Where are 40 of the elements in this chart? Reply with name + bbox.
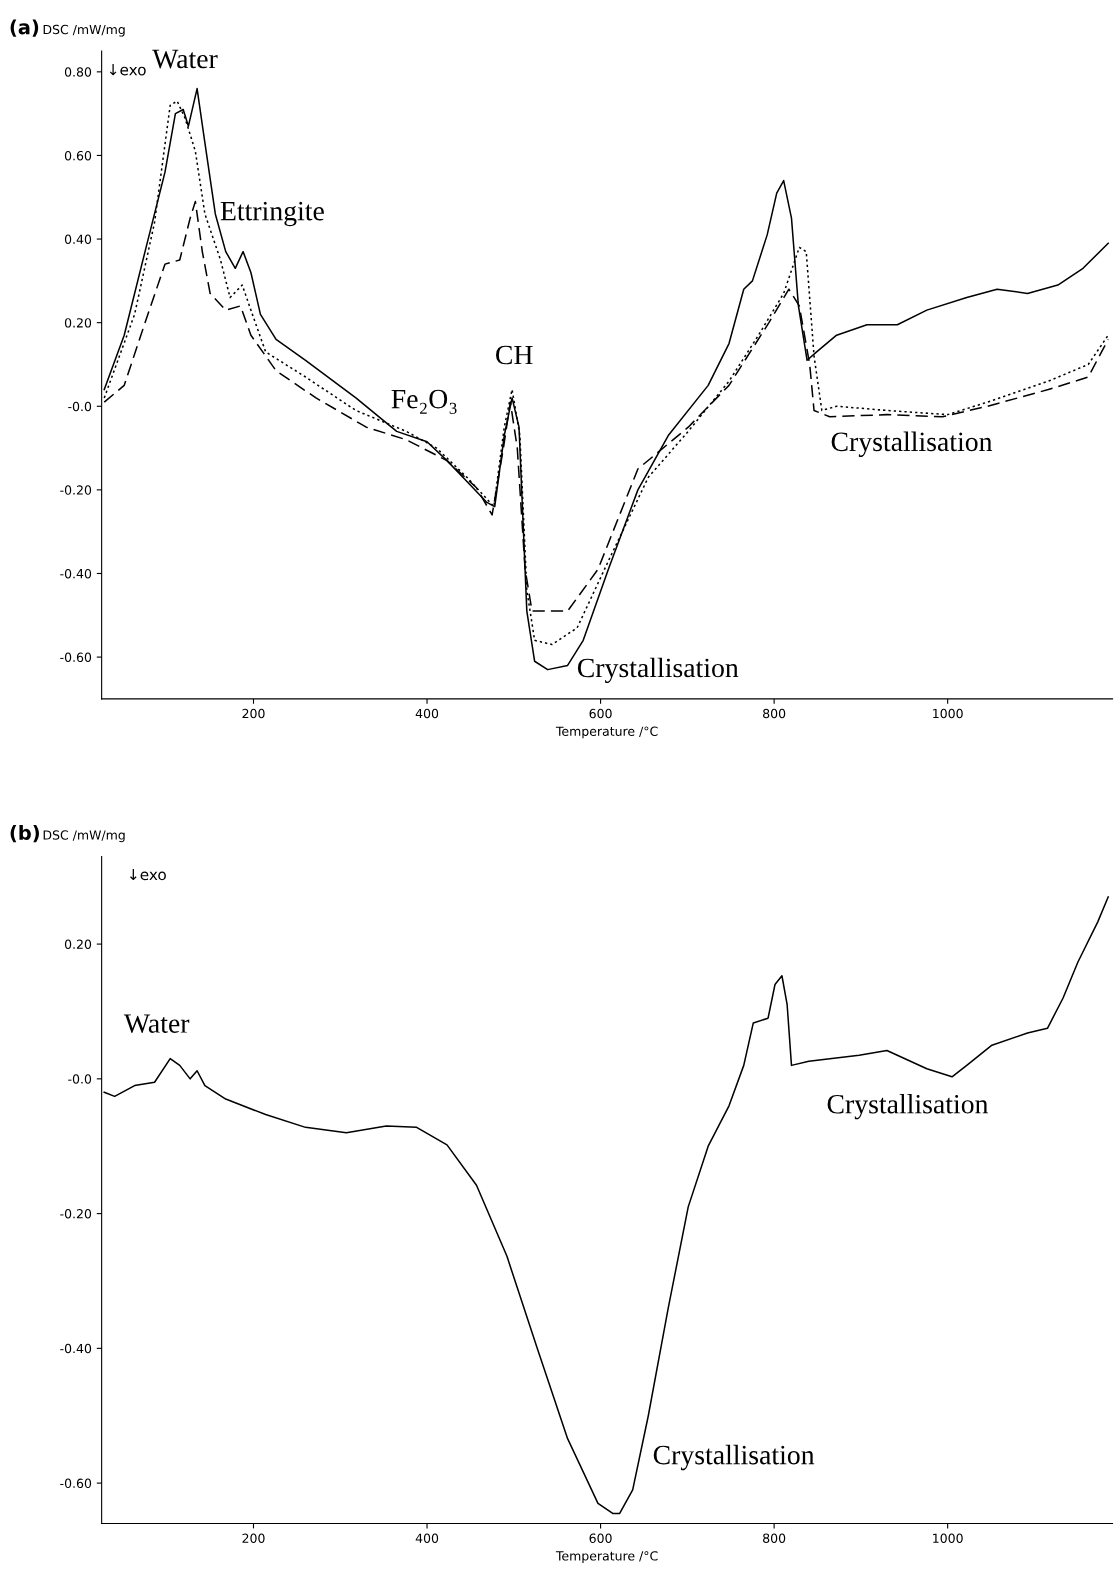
x-tick-label: 600 <box>589 708 612 719</box>
annotation: Crystallisation <box>653 1444 815 1471</box>
y-tick-label: -0.40 <box>60 568 92 579</box>
y-tick-label: 0.60 <box>64 150 92 161</box>
chart-title: (b) <box>10 824 39 843</box>
annotation: Crystallisation <box>827 1094 989 1120</box>
y-axis-title: DSC /mW/mg <box>43 830 125 843</box>
y-tick-label: -0.0 <box>68 401 92 412</box>
y-tick-label: -0.20 <box>60 485 92 495</box>
annotation: ↓exo <box>109 64 146 76</box>
chart-title: (a) <box>10 19 39 37</box>
annotation: Ettringite <box>220 201 324 227</box>
x-tick-label: 600 <box>589 1533 612 1543</box>
annotation: CH <box>496 345 533 365</box>
y-tick-label: -0.60 <box>60 652 92 663</box>
y-tick-label: -0.20 <box>60 1209 92 1219</box>
y-axis-title: DSC /mW/mg <box>43 24 125 37</box>
annotation: Water <box>123 1014 190 1034</box>
x-axis-title: Temperature /°C <box>555 1551 658 1564</box>
x-tick-label: 200 <box>242 708 265 719</box>
x-tick-label: 400 <box>415 708 439 719</box>
annotation: ↓exo <box>130 868 166 881</box>
y-tick-label: 0.20 <box>64 318 92 328</box>
y-tick-label: 0.80 <box>64 67 92 77</box>
y-tick-label: -0.0 <box>68 1074 92 1084</box>
annotation: Fe₂O₃ <box>391 389 457 414</box>
x-tick-label: 800 <box>763 1533 786 1543</box>
y-tick-label: 0.20 <box>64 939 92 950</box>
x-tick-label: 800 <box>763 708 786 719</box>
x-tick-label: 1000 <box>933 708 963 719</box>
x-axis-title: Temperature /°C <box>555 726 658 739</box>
x-tick-label: 1000 <box>933 1533 963 1543</box>
y-tick-label: -0.40 <box>60 1343 92 1354</box>
annotation: Water <box>152 49 218 69</box>
y-tick-label: -0.60 <box>60 1478 92 1489</box>
annotation: Crystallisation <box>831 431 993 457</box>
x-tick-label: 400 <box>415 1533 439 1543</box>
x-tick-label: 200 <box>242 1533 265 1543</box>
annotation: Crystallisation <box>577 657 739 684</box>
y-tick-label: 0.40 <box>64 234 92 244</box>
